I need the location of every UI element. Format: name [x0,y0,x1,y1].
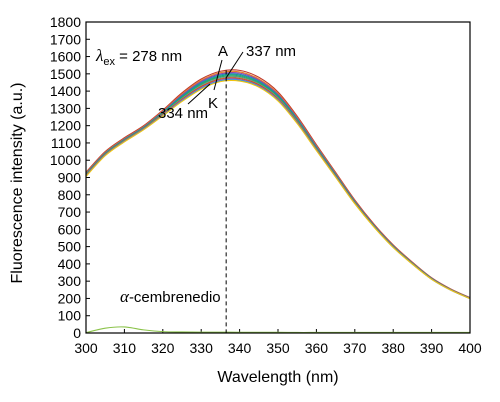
x-tick-label: 400 [458,340,482,356]
y-tick-label: 300 [58,273,82,289]
x-tick-label: 300 [74,340,98,356]
y-tick-label: 1000 [50,152,81,168]
series-line-8 [85,77,471,299]
excitation-value: = 278 nm [115,48,182,65]
y-tick-label: 800 [58,187,82,203]
series-line-7 [85,76,471,299]
y-tick-label: 600 [58,221,82,237]
excitation-subscript: ex [103,56,115,68]
series-line-10 [85,79,471,300]
series-line-9 [85,78,471,299]
y-tick-label: 1100 [51,135,81,151]
x-tick-label: 340 [228,340,252,356]
y-tick-label: 1500 [50,66,81,82]
y-tick-label: 100 [58,308,82,324]
lambda-symbol: λ [95,46,103,65]
compound-name: -cembrenedio [129,289,221,306]
peak-label-337: 337 nm [246,43,296,60]
y-tick-label: 1600 [50,49,81,65]
x-axis-title: Wavelength (nm) [217,369,338,386]
x-tick-label: 360 [305,340,329,356]
y-tick-label: 0 [73,325,81,341]
excitation-annotation: λex = 278 nm [95,46,182,68]
y-tick-label: 1400 [50,83,81,99]
y-tick-label: 900 [58,170,82,186]
y-tick-label: 1300 [50,100,81,116]
x-tick-label: 390 [420,340,444,356]
pointer-337 [225,51,244,79]
x-tick-label: 350 [266,340,290,356]
y-tick-label: 700 [58,204,82,220]
alpha-symbol: α [120,287,130,306]
y-axis-title: Fluorescence intensity (a.u.) [9,83,26,284]
x-tick-label: 330 [190,340,214,356]
plot-frame [85,21,471,334]
series-label-a: A [218,43,228,60]
pointer-a [213,59,223,91]
series-label-k: K [208,95,218,112]
y-tick-label: 200 [58,290,82,306]
y-tick-label: 1700 [50,31,81,47]
y-tick-label: 400 [58,256,82,272]
x-axis-ticks: 300 310 320 330 340 350 360 370 380 390 400 [74,329,482,356]
y-tick-label: 1200 [50,118,81,134]
x-tick-label: 370 [343,340,367,356]
y-tick-label: 500 [58,239,82,255]
compound-annotation: α-cembrenedio [120,287,221,306]
x-tick-label: 310 [113,340,137,356]
x-tick-label: 380 [382,340,406,356]
y-tick-label: 1800 [50,14,81,30]
x-tick-label: 320 [151,340,175,356]
series-line-11 [85,79,471,300]
pointer-334 [187,83,211,105]
peak-label-334: 334 nm [158,105,208,122]
